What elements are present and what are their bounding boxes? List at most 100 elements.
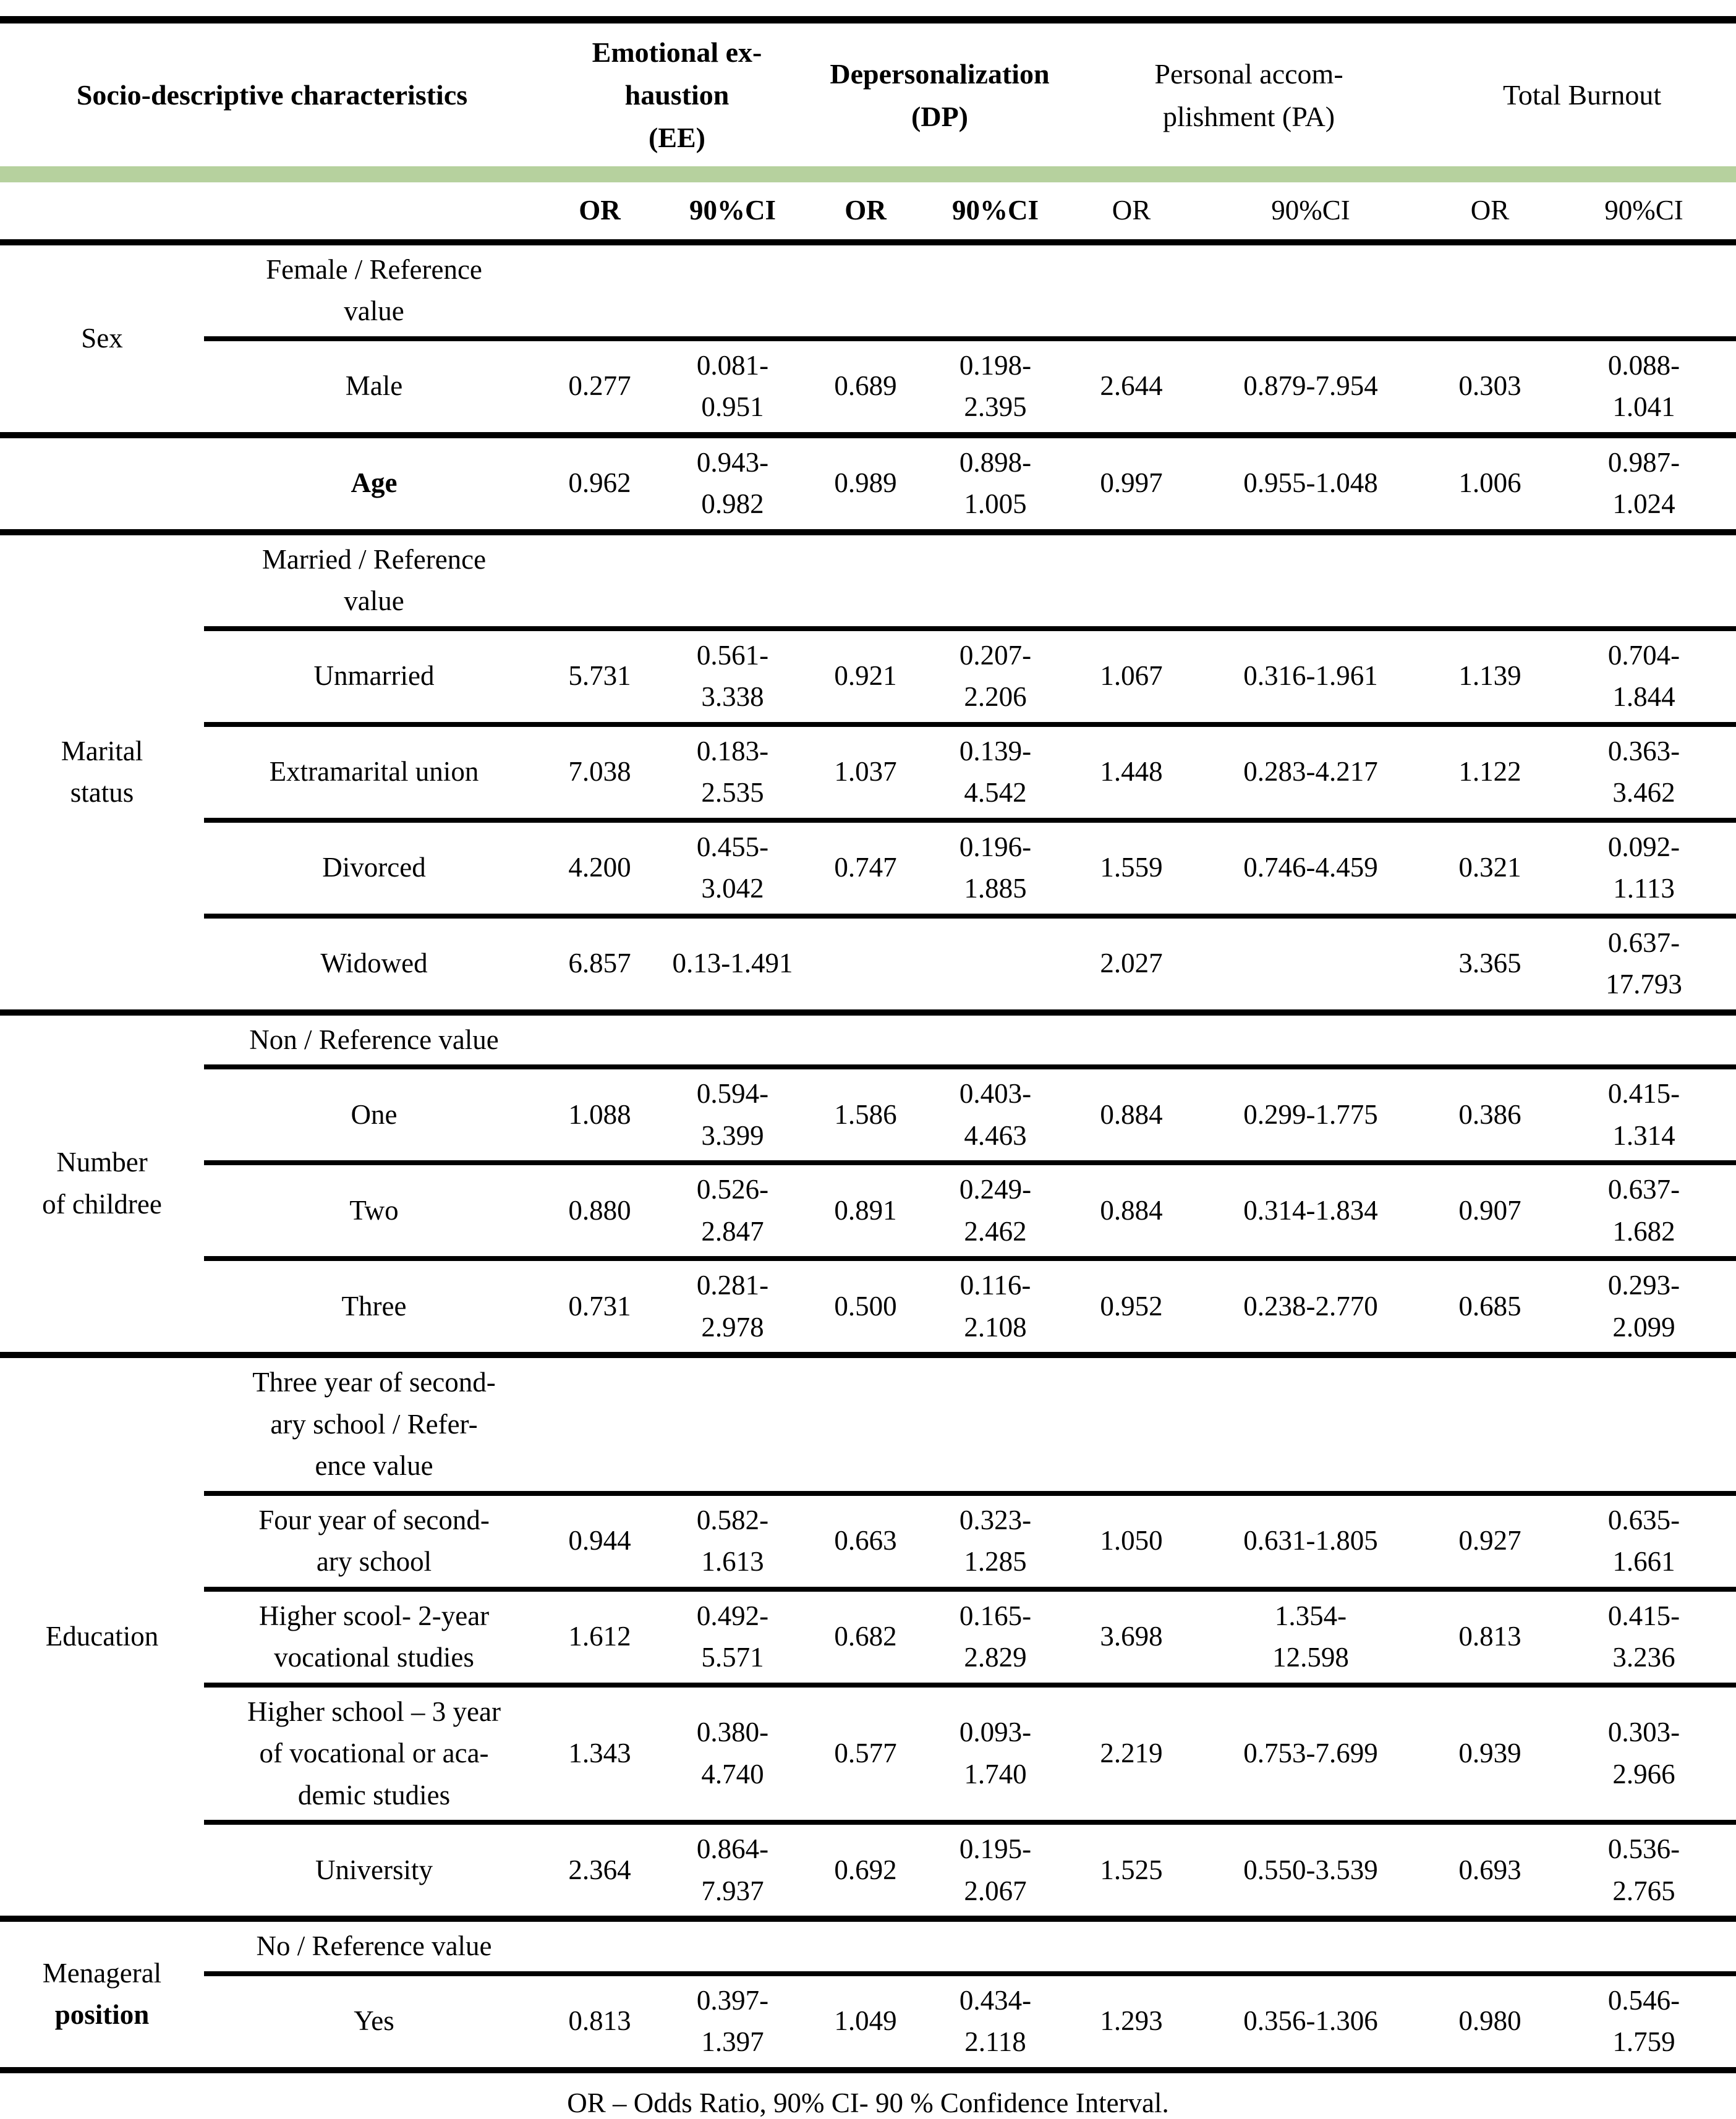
yes-tb-ci-cell: 0.546- 1.759 [1552,1973,1736,2073]
female-tb-or-cell [1428,242,1552,341]
university-ee-or-cell: 2.364 [544,1822,655,1922]
dp-ci-subheader: 90%CI [921,182,1070,245]
burnout-odds-table: Socio-descriptive characteristics Emotio… [0,16,1736,2073]
higher-3yr-tb-ci-cell: 0.303- 2.966 [1552,1684,1736,1825]
divorced-pa-ci-cell: 0.746-4.459 [1193,820,1429,919]
female-tb-ci-cell [1552,242,1736,341]
edu-ref-ee-or-cell [544,1355,655,1496]
children-ref-ee-or-cell [544,1012,655,1069]
col-header-personal-accomplishment: Personal accom- plishment (PA) [1070,16,1429,166]
row-divorced: Divorced 4.200 0.455- 3.042 0.747 0.196-… [0,820,1736,919]
university-tb-or-cell: 0.693 [1428,1822,1552,1922]
higher-3yr-pa-ci-cell: 0.753-7.699 [1193,1684,1429,1825]
female-dp-or-cell [810,242,922,341]
mgmt-ref-tb-or-cell [1428,1919,1552,1976]
children-ref-ee-ci-cell [655,1012,811,1069]
mgmt-ref-dp-or-cell [810,1919,922,1976]
yes-tb-or-cell: 0.980 [1428,1973,1552,2073]
row-two-children: Two 0.880 0.526- 2.847 0.891 0.249- 2.46… [0,1163,1736,1261]
unmarried-pa-ci-cell: 0.316-1.961 [1193,628,1429,727]
subheader-row: OR 90%CI OR 90%CI OR 90%CI OR 90%CI [0,182,1736,245]
children-ref-tb-or-cell [1428,1012,1552,1069]
age-label: Age [204,435,544,535]
male-dp-ci-cell: 0.198- 2.395 [921,338,1070,438]
three-tb-ci-cell: 0.293- 2.099 [1552,1259,1736,1358]
row-age: Age 0.962 0.943- 0.982 0.989 0.898- 1.00… [0,435,1736,535]
married-tb-or-cell [1428,532,1552,631]
university-pa-or-cell: 1.525 [1070,1822,1194,1922]
yes-pa-or-cell: 1.293 [1070,1973,1194,2073]
university-dp-or-cell: 0.692 [810,1822,922,1922]
four-year-ee-ci-cell: 0.582- 1.613 [655,1493,811,1592]
divorced-dp-or-cell: 0.747 [810,820,922,919]
divorced-tb-or-cell: 0.321 [1428,820,1552,919]
mgmt-ref-dp-ci-cell [921,1919,1070,1976]
children-ref-tb-ci-cell [1552,1012,1736,1069]
yes-dp-or-cell: 1.049 [810,1973,922,2073]
managerial-reference-label: No / Reference value [204,1919,544,1976]
three-ee-ci-cell: 0.281- 2.978 [655,1259,811,1358]
ee-or-subheader: OR [544,182,655,245]
mgmt-ref-ee-ci-cell [655,1919,811,1976]
widowed-label: Widowed [204,915,544,1016]
edu-ref-ee-ci-cell [655,1355,811,1496]
divorced-dp-ci-cell: 0.196- 1.885 [921,820,1070,919]
university-label: University [204,1822,544,1922]
three-pa-or-cell: 0.952 [1070,1259,1194,1358]
mgmt-ref-tb-ci-cell [1552,1919,1736,1976]
unmarried-dp-ci-cell: 0.207- 2.206 [921,628,1070,727]
higher-3yr-ee-ci-cell: 0.380- 4.740 [655,1684,811,1825]
married-dp-or-cell [810,532,922,631]
higher-2yr-tb-ci-cell: 0.415- 3.236 [1552,1589,1736,1688]
extramarital-ee-ci-cell: 0.183- 2.535 [655,724,811,823]
yes-dp-ci-cell: 0.434- 2.118 [921,1973,1070,2073]
mgmt-ref-pa-or-cell [1070,1919,1194,1976]
three-pa-ci-cell: 0.238-2.770 [1193,1259,1429,1358]
education-group-label: Education [0,1355,204,1922]
extramarital-ee-or-cell: 7.038 [544,724,655,823]
unmarried-pa-or-cell: 1.067 [1070,628,1194,727]
married-ee-or-cell [544,532,655,631]
table-footnote: OR – Odds Ratio, 90% CI- 90 % Confidence… [567,2087,1169,2118]
two-tb-or-cell: 0.907 [1428,1163,1552,1261]
higher-3yr-label: Higher school – 3 year of vocational or … [204,1684,544,1825]
higher-2yr-pa-or-cell: 3.698 [1070,1589,1194,1688]
two-ee-or-cell: 0.880 [544,1163,655,1261]
two-pa-or-cell: 0.884 [1070,1163,1194,1261]
tb-ci-subheader: 90%CI [1552,182,1736,245]
four-year-ee-or-cell: 0.944 [544,1493,655,1592]
extramarital-tb-or-cell: 1.122 [1428,724,1552,823]
married-pa-or-cell [1070,532,1194,631]
four-year-dp-or-cell: 0.663 [810,1493,922,1592]
male-pa-or-cell: 2.644 [1070,338,1194,438]
higher-2yr-ee-ci-cell: 0.492- 5.571 [655,1589,811,1688]
row-unmarried: Unmarried 5.731 0.561- 3.338 0.921 0.207… [0,628,1736,727]
col-header-emotional-exhaustion: Emotional ex- haustion (EE) [544,16,811,166]
row-managerial-reference: Menageral position No / Reference value [0,1919,1736,2073]
mgmt-ref-pa-ci-cell [1193,1919,1429,1976]
male-dp-or-cell: 0.689 [810,338,922,438]
four-year-tb-ci-cell: 0.635- 1.661 [1552,1493,1736,1592]
age-pa-ci-cell: 0.955-1.048 [1193,435,1429,535]
four-year-tb-or-cell: 0.927 [1428,1493,1552,1592]
age-ee-ci-cell: 0.943- 0.982 [655,435,811,535]
marital-group-label: Marital status [0,532,204,1016]
higher-3yr-dp-or-cell: 0.577 [810,1684,922,1825]
widowed-ee-ci-cell: 0.13-1.491 [655,915,811,1016]
university-dp-ci-cell: 0.195- 2.067 [921,1822,1070,1922]
higher-2yr-label: Higher scool- 2-year vocational studies [204,1589,544,1688]
divorced-label: Divorced [204,820,544,919]
extramarital-label: Extramarital union [204,724,544,823]
row-education-reference: Education Three year of second- ary scho… [0,1355,1736,1922]
three-tb-or-cell: 0.685 [1428,1259,1552,1358]
male-pa-ci-cell: 0.879-7.954 [1193,338,1429,438]
two-ee-ci-cell: 0.526- 2.847 [655,1163,811,1261]
age-tb-or-cell: 1.006 [1428,435,1552,535]
one-label: One [204,1067,544,1165]
married-reference-label: Married / Reference value [204,532,544,631]
higher-2yr-dp-ci-cell: 0.165- 2.829 [921,1589,1070,1688]
female-reference-label: Female / Reference value [204,242,544,341]
row-one-child: One 1.088 0.594- 3.399 1.586 0.403- 4.46… [0,1067,1736,1165]
edu-ref-pa-or-cell [1070,1355,1194,1496]
